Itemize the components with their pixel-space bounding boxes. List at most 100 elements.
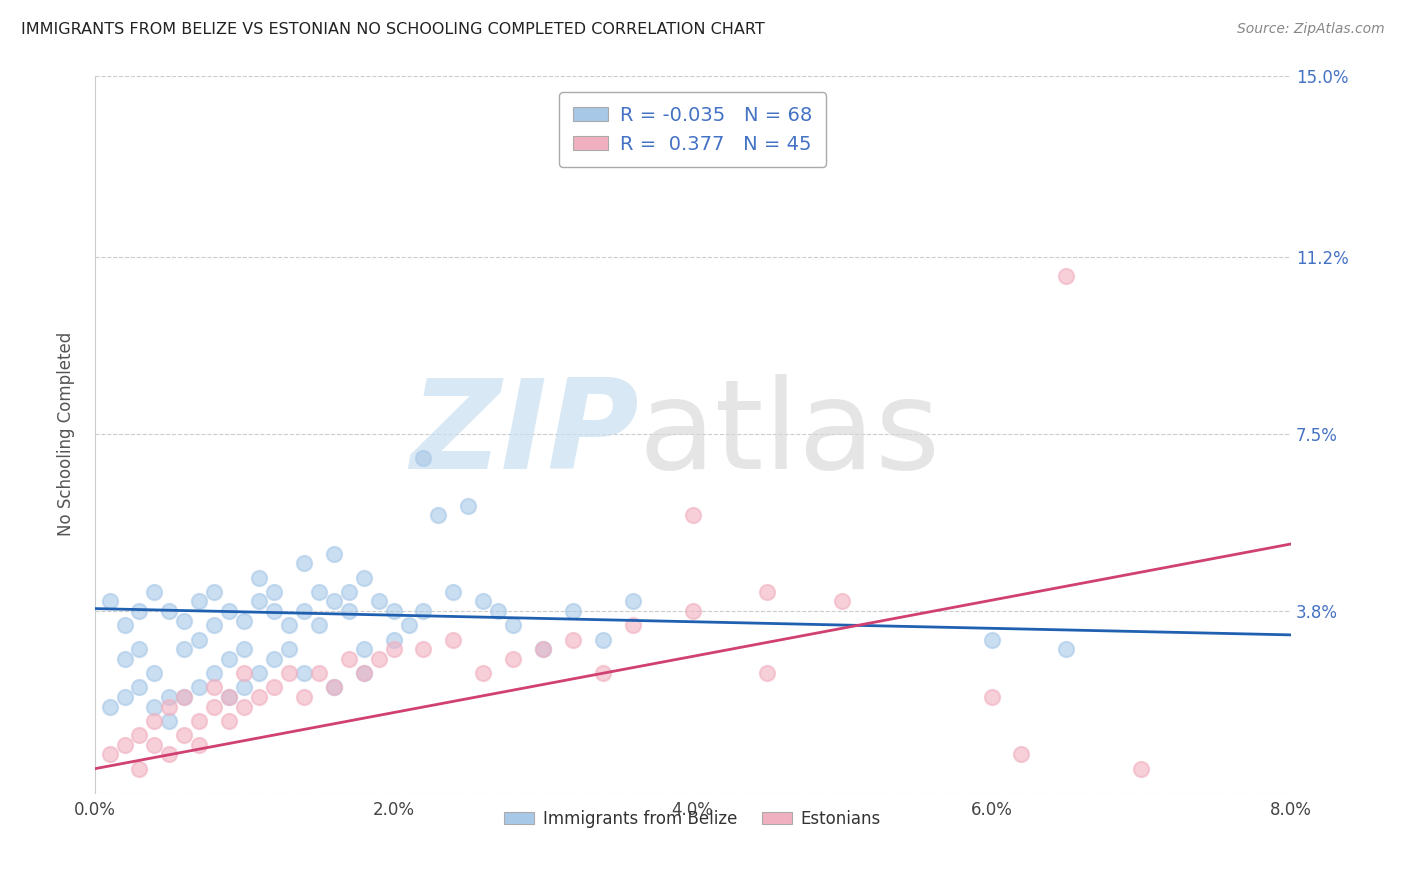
- Point: [128, 642, 150, 657]
- Point: [114, 690, 136, 704]
- Point: [173, 690, 195, 704]
- Point: [1010, 747, 1032, 762]
- Point: [233, 614, 256, 628]
- Y-axis label: No Schooling Completed: No Schooling Completed: [58, 332, 75, 536]
- Point: [353, 570, 375, 584]
- Point: [218, 604, 240, 618]
- Point: [218, 690, 240, 704]
- Point: [472, 666, 495, 681]
- Point: [263, 652, 285, 666]
- Point: [173, 690, 195, 704]
- Point: [502, 652, 524, 666]
- Point: [218, 714, 240, 728]
- Point: [128, 681, 150, 695]
- Point: [531, 642, 554, 657]
- Point: [188, 738, 211, 752]
- Point: [682, 604, 704, 618]
- Point: [157, 714, 180, 728]
- Point: [292, 690, 315, 704]
- Point: [157, 747, 180, 762]
- Point: [292, 666, 315, 681]
- Point: [128, 728, 150, 742]
- Point: [143, 585, 166, 599]
- Point: [322, 681, 344, 695]
- Point: [756, 585, 779, 599]
- Point: [367, 652, 389, 666]
- Point: [157, 690, 180, 704]
- Text: atlas: atlas: [638, 374, 941, 494]
- Point: [322, 681, 344, 695]
- Point: [353, 666, 375, 681]
- Point: [308, 585, 330, 599]
- Point: [202, 585, 225, 599]
- Point: [592, 632, 614, 647]
- Point: [143, 738, 166, 752]
- Point: [278, 666, 301, 681]
- Point: [367, 594, 389, 608]
- Point: [412, 450, 434, 465]
- Point: [412, 604, 434, 618]
- Point: [263, 681, 285, 695]
- Point: [382, 604, 405, 618]
- Point: [218, 690, 240, 704]
- Point: [247, 690, 270, 704]
- Point: [188, 714, 211, 728]
- Point: [1054, 269, 1077, 284]
- Text: IMMIGRANTS FROM BELIZE VS ESTONIAN NO SCHOOLING COMPLETED CORRELATION CHART: IMMIGRANTS FROM BELIZE VS ESTONIAN NO SC…: [21, 22, 765, 37]
- Point: [308, 666, 330, 681]
- Point: [427, 508, 450, 523]
- Point: [188, 594, 211, 608]
- Point: [457, 499, 479, 513]
- Point: [337, 652, 360, 666]
- Point: [1130, 762, 1153, 776]
- Point: [292, 556, 315, 570]
- Point: [263, 604, 285, 618]
- Point: [353, 642, 375, 657]
- Text: Source: ZipAtlas.com: Source: ZipAtlas.com: [1237, 22, 1385, 37]
- Point: [114, 738, 136, 752]
- Point: [682, 508, 704, 523]
- Point: [292, 604, 315, 618]
- Point: [382, 632, 405, 647]
- Point: [398, 618, 420, 632]
- Point: [562, 604, 585, 618]
- Point: [218, 652, 240, 666]
- Point: [472, 594, 495, 608]
- Point: [441, 632, 464, 647]
- Point: [412, 642, 434, 657]
- Point: [980, 690, 1002, 704]
- Point: [202, 666, 225, 681]
- Point: [143, 666, 166, 681]
- Point: [233, 699, 256, 714]
- Point: [128, 762, 150, 776]
- Point: [353, 666, 375, 681]
- Point: [382, 642, 405, 657]
- Point: [98, 594, 121, 608]
- Point: [621, 594, 644, 608]
- Point: [337, 585, 360, 599]
- Point: [441, 585, 464, 599]
- Point: [621, 618, 644, 632]
- Point: [756, 666, 779, 681]
- Point: [278, 642, 301, 657]
- Point: [173, 614, 195, 628]
- Point: [831, 594, 853, 608]
- Point: [114, 652, 136, 666]
- Point: [173, 728, 195, 742]
- Legend: Immigrants from Belize, Estonians: Immigrants from Belize, Estonians: [498, 803, 887, 835]
- Point: [188, 632, 211, 647]
- Point: [263, 585, 285, 599]
- Point: [233, 681, 256, 695]
- Point: [202, 681, 225, 695]
- Point: [114, 618, 136, 632]
- Point: [143, 714, 166, 728]
- Point: [98, 747, 121, 762]
- Point: [531, 642, 554, 657]
- Point: [322, 547, 344, 561]
- Point: [322, 594, 344, 608]
- Point: [337, 604, 360, 618]
- Point: [247, 570, 270, 584]
- Text: ZIP: ZIP: [411, 374, 638, 494]
- Point: [308, 618, 330, 632]
- Point: [247, 594, 270, 608]
